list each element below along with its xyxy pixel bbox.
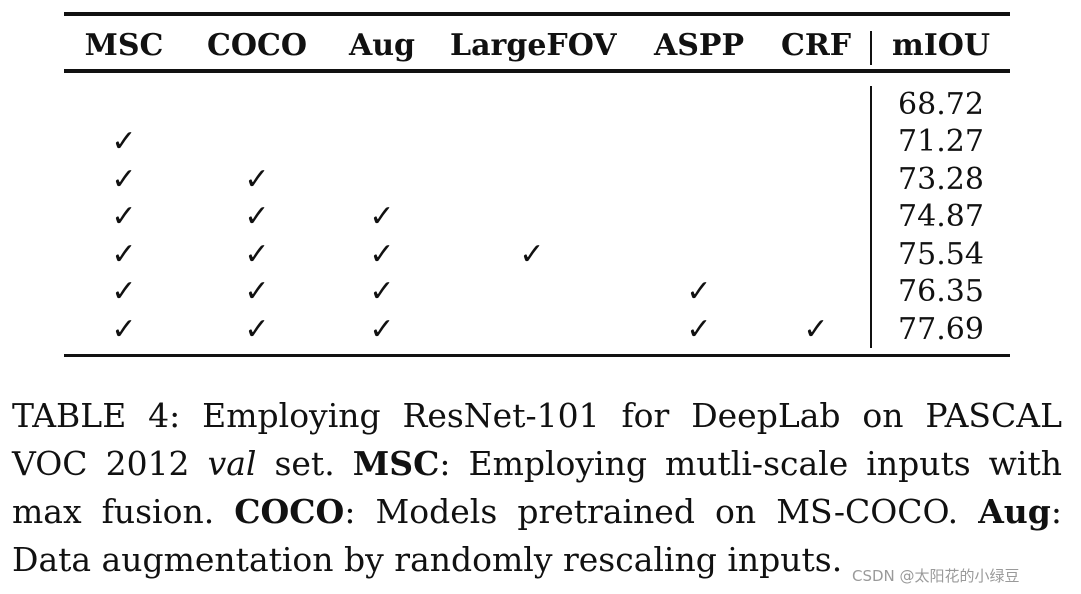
table-row: 68.72	[64, 86, 1010, 123]
miou-value: 68.72	[898, 87, 984, 122]
table-row: ✓ ✓ ✓ 74.87	[64, 198, 1010, 235]
table-row: ✓ 71.27	[64, 123, 1010, 160]
caption-coco-label: COCO	[234, 492, 345, 531]
header-coco: COCO	[206, 28, 308, 63]
miou-value: 71.27	[898, 124, 984, 159]
check-mark-icon: ✓	[244, 312, 270, 347]
watermark: CSDN @太阳花的小绿豆	[852, 567, 1020, 585]
check-mark-icon: ✓	[111, 237, 137, 272]
miou-value: 75.54	[898, 237, 984, 272]
table-top-rule	[64, 12, 1010, 16]
table-row: ✓ ✓ 73.28	[64, 161, 1010, 198]
check-mark-icon: ✓	[244, 199, 270, 234]
check-mark-icon: ✓	[519, 237, 545, 272]
check-mark-icon: ✓	[686, 312, 712, 347]
check-mark-icon: ✓	[111, 274, 137, 309]
check-mark-icon: ✓	[244, 274, 270, 309]
check-mark-icon: ✓	[369, 312, 395, 347]
check-mark-icon: ✓	[111, 162, 137, 197]
check-mark-icon: ✓	[111, 124, 137, 159]
header-aspp: ASPP	[653, 28, 745, 63]
table-row: ✓ ✓ ✓ ✓ 76.35	[64, 273, 1010, 310]
check-mark-icon: ✓	[111, 199, 137, 234]
column-separator	[870, 31, 872, 65]
check-mark-icon: ✓	[369, 199, 395, 234]
header-aug: Aug	[348, 28, 416, 63]
table-row: ✓ ✓ ✓ ✓ ✓ 77.69	[64, 311, 1010, 348]
table-caption: TABLE 4: Employing ResNet-101 for DeepLa…	[12, 396, 1062, 579]
caption-msc-label: MSC	[352, 444, 440, 483]
table-row: ✓ ✓ ✓ ✓ 75.54	[64, 236, 1010, 273]
miou-value: 73.28	[898, 162, 984, 197]
caption-aug-label: Aug	[978, 492, 1051, 531]
table-bottom-rule	[64, 354, 1010, 357]
header-crf: CRF	[780, 28, 852, 63]
check-mark-icon: ✓	[369, 237, 395, 272]
check-mark-icon: ✓	[803, 312, 829, 347]
miou-value: 76.35	[898, 274, 984, 309]
caption-val: val	[207, 444, 257, 483]
header-largefov: LargeFOV	[450, 28, 617, 63]
check-mark-icon: ✓	[244, 162, 270, 197]
miou-value: 77.69	[898, 312, 984, 347]
check-mark-icon: ✓	[369, 274, 395, 309]
header-msc: MSC	[84, 28, 164, 63]
check-mark-icon: ✓	[244, 237, 270, 272]
table-header-rule	[64, 69, 1010, 73]
check-mark-icon: ✓	[686, 274, 712, 309]
column-separator	[870, 86, 872, 348]
header-miou: mIOU	[891, 28, 991, 63]
check-mark-icon: ✓	[111, 312, 137, 347]
miou-value: 74.87	[898, 199, 984, 234]
